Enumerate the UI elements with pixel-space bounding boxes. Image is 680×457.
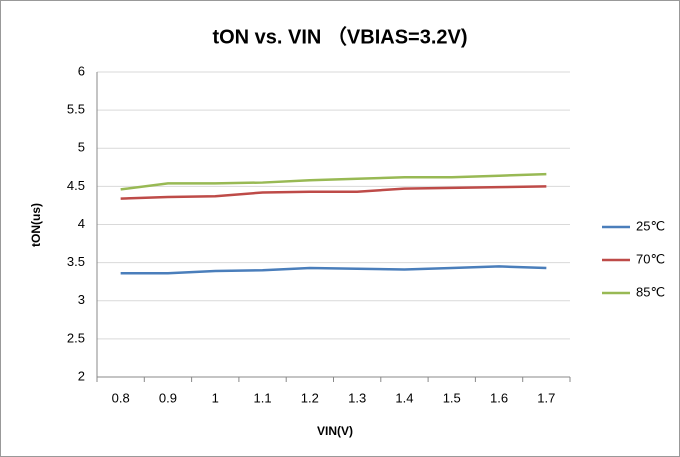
y-tick-label: 6 [78, 63, 85, 78]
y-tick-label: 4 [78, 216, 85, 231]
y-tick-label: 3.5 [67, 254, 85, 269]
y-tick-label: 5.5 [67, 102, 85, 117]
x-tick-label: 1.7 [537, 390, 555, 405]
x-tick-label: 1 [212, 390, 219, 405]
x-tick-label: 1.1 [254, 390, 272, 405]
y-tick-label: 3 [78, 292, 85, 307]
x-tick-label: 1.6 [490, 390, 508, 405]
x-tick-label: 1.3 [348, 390, 366, 405]
y-tick-label: 2 [78, 368, 85, 383]
legend-label: 85℃ [636, 284, 665, 299]
y-axis-label: tON(us) [29, 203, 43, 247]
y-tick-label: 2.5 [67, 330, 85, 345]
x-tick-label: 1.4 [395, 390, 413, 405]
series-line [120, 265, 547, 275]
legend-label: 70℃ [636, 251, 665, 266]
x-axis-label: VIN(V) [317, 424, 353, 438]
series-line [120, 185, 547, 200]
series-line [120, 172, 547, 191]
y-tick-label: 4.5 [67, 178, 85, 193]
x-tick-label: 0.8 [112, 390, 130, 405]
x-tick-label: 1.5 [443, 390, 461, 405]
x-tick-label: 0.9 [159, 390, 177, 405]
chart-title: tON vs. VIN （VBIAS=3.2V) [212, 25, 467, 48]
x-tick-label: 1.2 [301, 390, 319, 405]
y-tick-label: 5 [78, 140, 85, 155]
legend-label: 25℃ [636, 218, 665, 233]
